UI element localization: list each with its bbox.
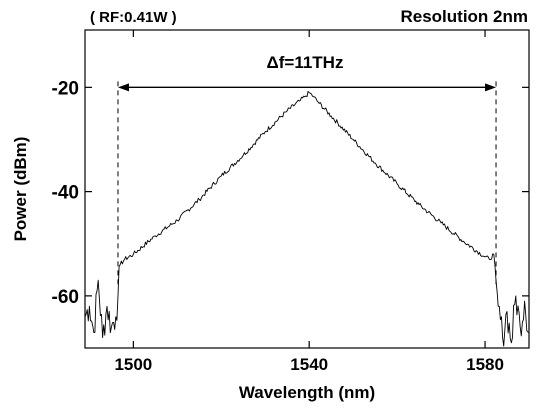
x-axis: 1500 1540 1580 — [114, 30, 504, 374]
chart-title-right: Resolution 2nm — [400, 7, 528, 26]
arrow-head-right — [485, 83, 497, 92]
y-tick-label: -60 — [52, 287, 79, 308]
series-line — [84, 90, 530, 347]
plot-frame — [84, 29, 530, 349]
arrow-head-left — [117, 83, 129, 92]
y-tick-label: -40 — [52, 183, 79, 204]
bandwidth-arrow — [117, 83, 497, 92]
bandwidth-markers — [117, 81, 497, 286]
chart-title-left: ( RF:0.41W ) — [90, 9, 177, 26]
x-tick-label: 1500 — [114, 355, 152, 374]
y-axis: -20 -40 -60 — [52, 78, 529, 308]
x-axis-label: Wavelength (nm) — [239, 383, 375, 402]
bandwidth-annotation: Δf=11THz — [267, 53, 344, 72]
y-tick-label: -20 — [52, 78, 79, 99]
x-tick-label: 1580 — [466, 355, 504, 374]
x-tick-label: 1540 — [290, 355, 328, 374]
y-axis-label: Power (dBm) — [11, 137, 30, 242]
